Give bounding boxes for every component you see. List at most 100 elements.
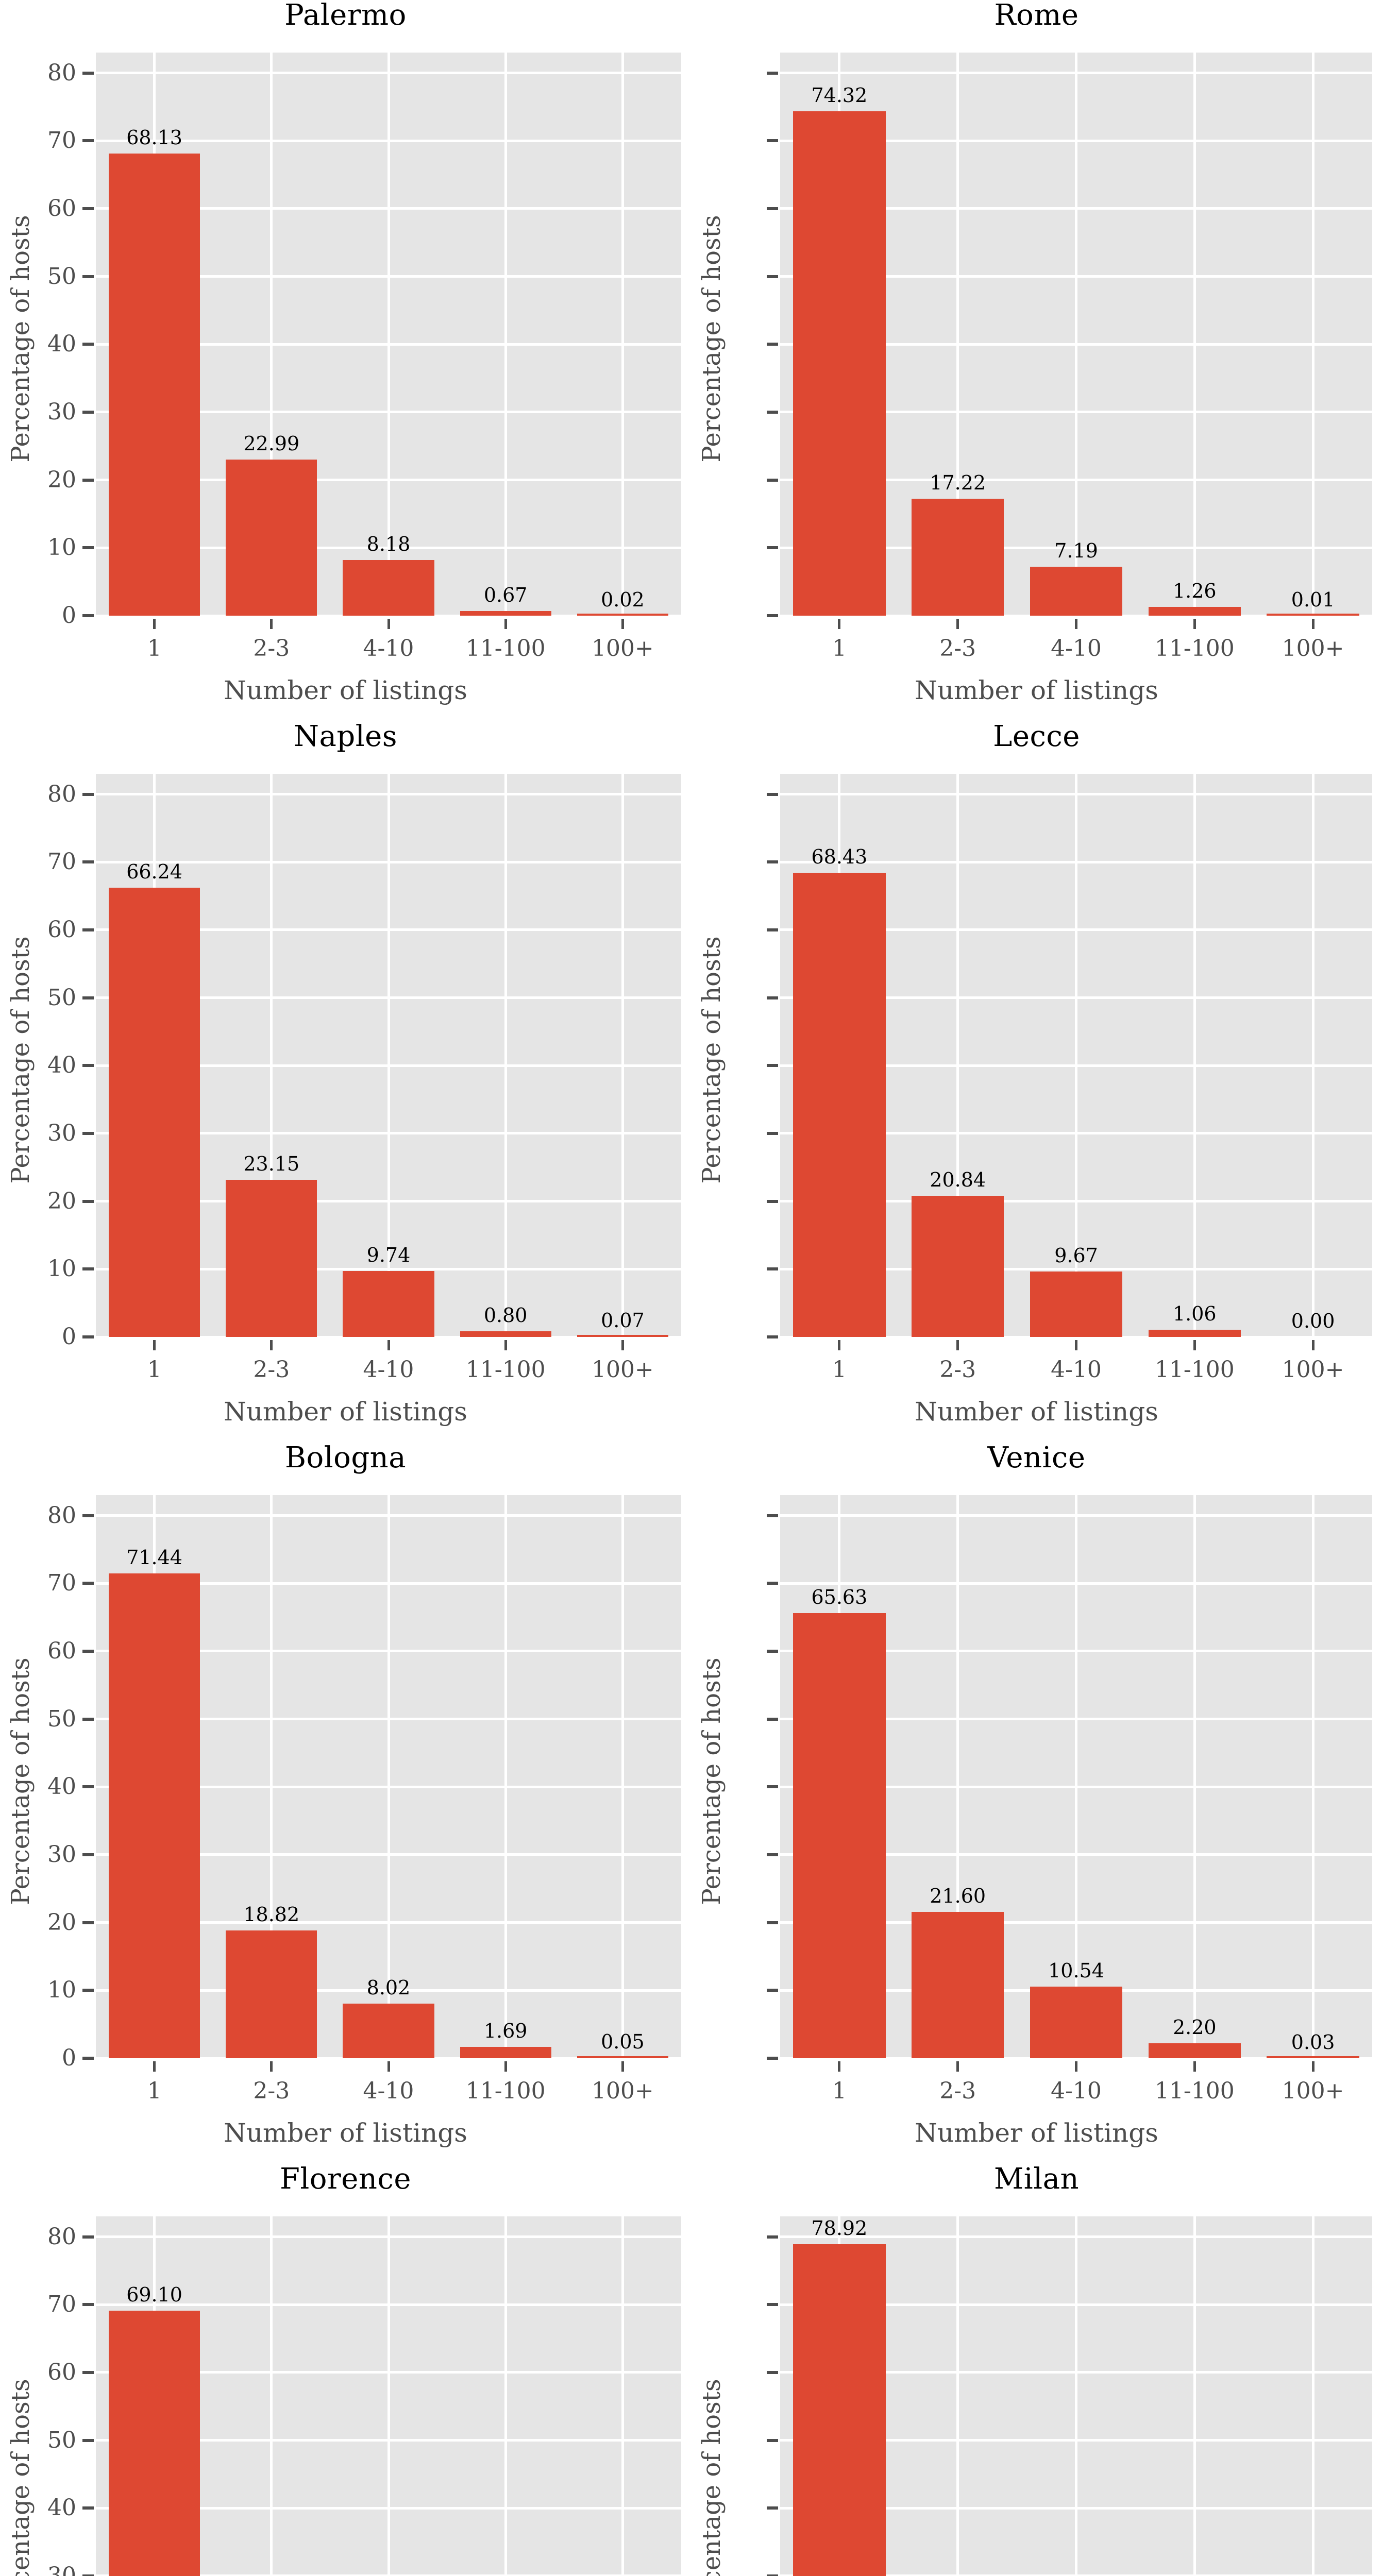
bar-value-label: 17.22 xyxy=(930,471,986,495)
bar xyxy=(577,1335,668,1337)
x-axis-tick xyxy=(270,619,273,629)
y-axis-tick xyxy=(767,996,778,999)
bar-value-label: 23.15 xyxy=(243,1153,300,1176)
x-axis-tick-label: 1 xyxy=(147,635,162,662)
bar xyxy=(1267,614,1359,616)
bar xyxy=(226,1180,317,1337)
gridline-vertical xyxy=(387,53,390,616)
y-axis-tick-label: 60 xyxy=(47,195,76,222)
bar xyxy=(108,887,200,1337)
y-axis-tick-label: 0 xyxy=(62,2045,76,2071)
x-axis-tick-label: 2-3 xyxy=(939,2078,976,2104)
y-axis-tick xyxy=(82,2235,94,2239)
facet-panel-lecce: Lecce Percentage of hosts 68.43 20.84 9.67 1.… xyxy=(691,721,1382,1443)
facet-panel-bologna: Bologna Percentage of hosts 71.44 18.82 8.02… xyxy=(0,1443,691,2164)
gridline-vertical xyxy=(270,774,273,1337)
y-axis-tick-label: 80 xyxy=(47,59,76,86)
plot-area xyxy=(96,53,681,617)
gridline-vertical xyxy=(1311,1495,1314,2058)
gridline-vertical xyxy=(621,774,624,1337)
y-axis-tick xyxy=(82,996,94,999)
x-axis-tick xyxy=(621,1340,624,1350)
bar-value-label: 68.43 xyxy=(811,845,868,868)
bar xyxy=(108,153,200,616)
bar-value-label: 10.54 xyxy=(1048,1959,1104,1982)
y-axis-tick xyxy=(767,1785,778,1789)
y-axis-tick xyxy=(767,860,778,864)
y-axis-tick xyxy=(767,2506,778,2510)
x-axis-tick xyxy=(838,1340,841,1350)
x-axis-tick xyxy=(504,1340,507,1350)
y-axis-tick xyxy=(767,1064,778,1067)
y-axis-tick-label: 0 xyxy=(62,602,76,629)
plot-area xyxy=(96,774,681,1338)
y-axis-tick xyxy=(767,1514,778,1517)
y-axis-tick-label: 40 xyxy=(47,331,76,358)
y-axis-tick-label: 40 xyxy=(47,2495,76,2521)
x-axis-tick xyxy=(838,2061,841,2072)
bar-value-label: 0.07 xyxy=(601,1309,645,1332)
y-axis-tick-label: 20 xyxy=(47,1909,76,1936)
gridline-vertical xyxy=(956,774,959,1337)
y-axis-tick xyxy=(82,139,94,143)
facet-title: Milan xyxy=(993,2162,1080,2196)
y-axis-tick xyxy=(767,478,778,482)
x-axis-tick-label: 4-10 xyxy=(1051,1357,1102,1383)
y-axis-tick xyxy=(767,2370,778,2374)
y-axis-tick xyxy=(767,2303,778,2307)
x-axis-tick-label: 2-3 xyxy=(253,2078,290,2104)
y-axis-tick xyxy=(767,1853,778,1856)
facet-title: Naples xyxy=(293,720,398,753)
x-axis-title: Number of listings xyxy=(224,2118,467,2148)
gridline-horizontal xyxy=(96,1335,681,1338)
x-axis-tick xyxy=(1075,2061,1077,2072)
y-axis-tick xyxy=(82,1649,94,1653)
gridline-vertical xyxy=(387,2216,390,2576)
bar xyxy=(226,1930,317,2058)
y-axis-tick xyxy=(82,546,94,550)
x-axis-tick-label: 4-10 xyxy=(363,2078,414,2104)
gridline-vertical xyxy=(387,1495,390,2058)
x-axis-tick-label: 11-100 xyxy=(1154,2078,1235,2104)
y-axis-tick xyxy=(82,478,94,482)
plot-area xyxy=(780,2216,1372,2576)
bar-value-label: 2.20 xyxy=(1172,2016,1217,2039)
gridline-vertical xyxy=(1193,1495,1196,2058)
y-axis-tick xyxy=(767,275,778,278)
y-axis-title: Percentage of hosts xyxy=(697,1657,726,1905)
x-axis-tick-label: 2-3 xyxy=(939,1357,976,1383)
bar-value-label: 0.67 xyxy=(483,584,528,607)
y-axis-tick-label: 30 xyxy=(47,2562,76,2576)
y-axis-tick xyxy=(767,1335,778,1338)
y-axis-tick-label: 70 xyxy=(47,849,76,875)
x-axis-tick-label: 100+ xyxy=(1282,635,1344,662)
y-axis-tick xyxy=(82,1582,94,1585)
facet-title: Florence xyxy=(280,2162,411,2196)
x-axis-tick-label: 4-10 xyxy=(363,1357,414,1383)
bar xyxy=(343,2004,434,2058)
x-axis-tick xyxy=(1193,1340,1196,1350)
bar-value-label: 74.32 xyxy=(811,84,868,107)
bar-value-label: 69.10 xyxy=(126,2283,182,2307)
bar xyxy=(460,611,551,616)
x-axis-tick-label: 11-100 xyxy=(465,635,546,662)
y-axis-tick-label: 60 xyxy=(47,916,76,943)
bar xyxy=(793,872,886,1337)
y-axis-tick xyxy=(767,2235,778,2239)
bar xyxy=(460,2046,551,2058)
x-axis-tick xyxy=(153,2061,156,2072)
bar xyxy=(793,2244,886,2576)
gridline-vertical xyxy=(1311,53,1314,616)
x-axis-tick xyxy=(1311,2061,1314,2072)
x-axis-tick xyxy=(1193,2061,1196,2072)
bar-value-label: 1.06 xyxy=(1172,1302,1217,1326)
y-axis-tick-label: 20 xyxy=(47,1188,76,1214)
y-axis-tick xyxy=(767,71,778,75)
y-axis-tick xyxy=(82,2438,94,2442)
x-axis-tick-label: 1 xyxy=(147,2078,162,2104)
gridline-vertical xyxy=(956,53,959,616)
y-axis-tick xyxy=(767,1131,778,1135)
gridline-vertical xyxy=(956,2216,959,2576)
y-axis-tick xyxy=(82,1064,94,1067)
